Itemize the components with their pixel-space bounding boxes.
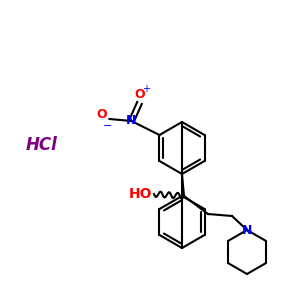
Text: −: − xyxy=(103,121,112,131)
Text: O: O xyxy=(134,88,145,101)
Text: +: + xyxy=(142,84,151,94)
Text: O: O xyxy=(96,107,107,121)
Text: N: N xyxy=(126,115,137,128)
Text: N: N xyxy=(242,224,252,236)
Text: HO: HO xyxy=(128,187,152,201)
Text: HCl: HCl xyxy=(26,136,58,154)
